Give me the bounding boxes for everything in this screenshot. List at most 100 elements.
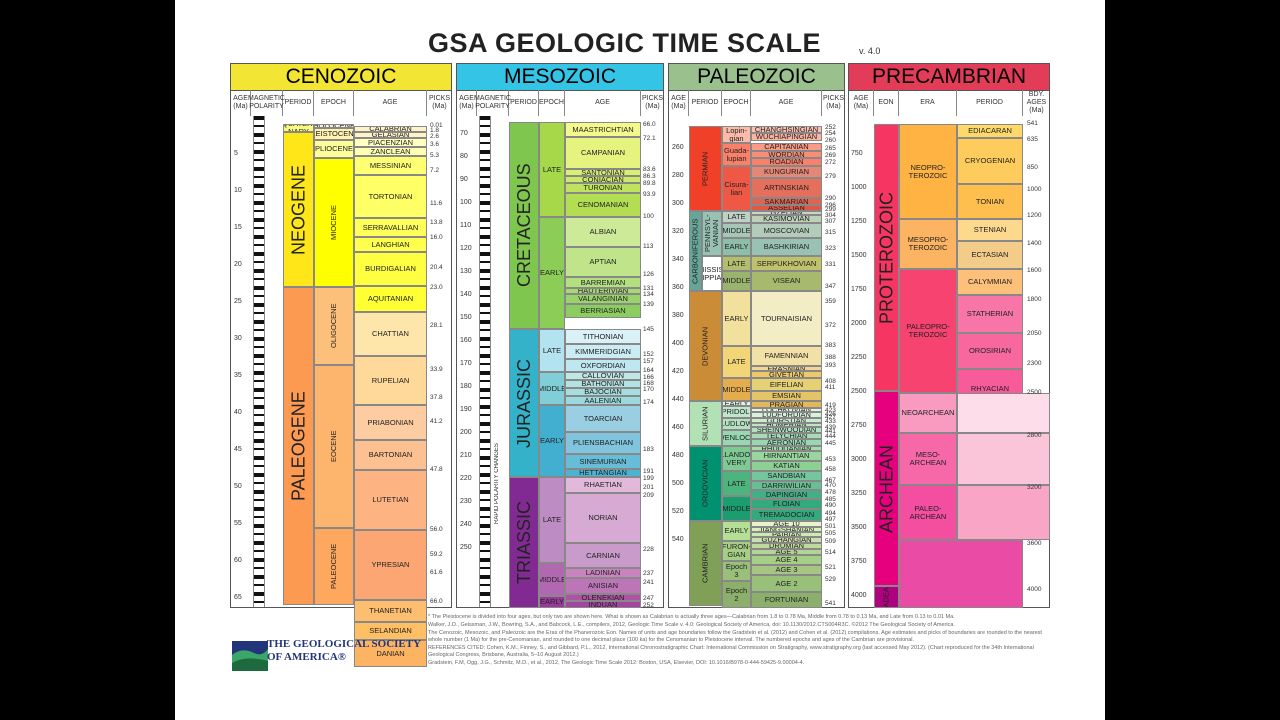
- boundary-pick: 485: [825, 496, 836, 503]
- stage-21: SINEMURIAN: [565, 454, 641, 469]
- stage-27: TELYCHIAN: [751, 433, 822, 439]
- boundary-pick: 11.6: [430, 200, 443, 207]
- age-tick-label: 15: [234, 224, 242, 231]
- stage-25: HOMERIAN: [751, 423, 822, 427]
- boundary-pick: 427: [825, 414, 836, 421]
- boundary-pick: 157: [643, 358, 654, 365]
- chart-page: GSA GEOLOGIC TIME SCALE v. 4.0 CENOZOIC …: [175, 0, 1105, 720]
- boundary-pick: 41.2: [430, 418, 443, 425]
- age-tick-label: 100: [460, 199, 472, 206]
- age-tick-label: 520: [672, 508, 684, 515]
- boundary-pick: 1800: [1027, 296, 1042, 303]
- boundary-pick: 16.0: [430, 234, 443, 241]
- boundary-pick: 100: [643, 213, 654, 220]
- age-tick-label: 380: [672, 312, 684, 319]
- stage-43: AGE 4: [751, 555, 822, 565]
- age-tick-label: 540: [672, 536, 684, 543]
- stage-2: SANTONIAN: [565, 169, 641, 176]
- epoch-7: MIDDLE: [722, 271, 751, 291]
- boundary-pick: 131: [643, 285, 654, 292]
- stage-7: APTIAN: [565, 247, 641, 277]
- age-tick-label: 420: [672, 368, 684, 375]
- boundary-pick: 2.6: [430, 133, 440, 140]
- col-stage-header: AGE: [565, 90, 641, 116]
- age-tick-label: 3250: [851, 490, 867, 497]
- stage-28: AERONIAN: [751, 439, 822, 446]
- stage-29: INDUAN: [565, 601, 641, 608]
- era-3: NEOARCHEAN: [899, 393, 957, 433]
- stage-10: KASIMOVIAN: [751, 215, 822, 223]
- stage-6: ARTINSKIAN: [751, 178, 822, 198]
- period-1: NEOGENE: [283, 132, 314, 287]
- col-era-header: ERA: [899, 90, 957, 116]
- epoch-10: MIDDLE: [722, 378, 751, 401]
- age-tick-label: 2500: [851, 388, 867, 395]
- boundary-pick: 514: [825, 549, 836, 556]
- boundary-pick: 529: [825, 576, 836, 583]
- stage-5: CENOMANIAN: [565, 193, 641, 217]
- stage-3: WORDIAN: [751, 151, 822, 158]
- age-tick-label: 110: [460, 222, 472, 229]
- age-tick-label: 120: [460, 245, 472, 252]
- stage-4: ROADIAN: [751, 158, 822, 166]
- stage-5: TORTONIAN: [354, 175, 427, 218]
- stage-3: ZANCLEAN: [354, 147, 427, 156]
- stage-11: BERRIASIAN: [565, 304, 641, 318]
- age-tick-label: 35: [234, 372, 242, 379]
- age-tick-label: 220: [460, 475, 472, 482]
- epoch-16: LATE: [722, 471, 751, 496]
- stage-19: EIFELIAN: [751, 378, 822, 391]
- stage-38: JIANGSHANIAN: [751, 527, 822, 532]
- stage-17: FRASNIAN: [751, 366, 822, 371]
- age-tick-label: 260: [672, 144, 684, 151]
- epoch-14: WENLOCK: [722, 430, 751, 446]
- cenozoic-column: CENOZOIC AGE (Ma) MAGNETIC POLARITY PERI…: [230, 63, 452, 667]
- age-tick-label: 1000: [851, 184, 867, 191]
- stage-15: CALLOVIAN: [565, 372, 641, 380]
- stage-37: AGE 10: [751, 521, 822, 527]
- boundary-pick: 228: [643, 546, 654, 553]
- age-tick-label: 90: [460, 176, 468, 183]
- stage-7: LANGHIAN: [354, 237, 427, 252]
- age-tick-label: 230: [460, 498, 472, 505]
- footnotes: * The Pleistocene is divided into four a…: [428, 614, 1048, 668]
- subperiod-1: MISSIS-SIPPIAN: [702, 256, 722, 291]
- stage-36: TREMADOCIAN: [751, 509, 822, 521]
- stage-13: KIMMERIDGIAN: [565, 344, 641, 359]
- boundary-pick: 1600: [1027, 267, 1042, 274]
- boundary-pick: 521: [825, 564, 836, 571]
- boundary-pick: 28.1: [430, 322, 443, 329]
- stage-9: GZELIAN: [751, 211, 822, 215]
- age-tick-label: 460: [672, 424, 684, 431]
- col-age-header: AGE (Ma): [849, 90, 874, 116]
- epoch-7: EARLY: [539, 596, 565, 608]
- stage-12: BASHKIRIAN: [751, 238, 822, 256]
- boundary-pick: 168: [643, 380, 654, 387]
- footnote: REFERENCES CITED: Cohen, K.M., Finney, S…: [428, 645, 1034, 658]
- stage-20: EMSIAN: [751, 391, 822, 401]
- boundary-pick: 850: [1027, 164, 1038, 171]
- boundary-pick: 134: [643, 291, 654, 298]
- age-tick-label: 200: [460, 429, 472, 436]
- boundary-pick: 7.2: [430, 167, 440, 174]
- stage-40: GUZHANGIAN: [751, 537, 822, 543]
- stage-0: CHANGHSINGIAN: [751, 126, 822, 133]
- epoch-20: Epoch 3: [722, 561, 751, 581]
- age-tick-label: 500: [672, 480, 684, 487]
- boundary-pick: 439: [825, 424, 836, 431]
- footnote: The Cenozoic, Mesozoic, and Paleozoic ar…: [428, 630, 1042, 643]
- polarity-note: RAPID POLARITY CHANGES: [494, 443, 500, 525]
- period-5: CAMBRIAN: [689, 521, 722, 606]
- stage-28: OLENEKIAN: [565, 594, 641, 601]
- stage-16: FAMENNIAN: [751, 346, 822, 366]
- boundary-pick: 56.0: [430, 526, 443, 533]
- col-epoch-header: EPOCH: [314, 90, 354, 116]
- stage-34: DAPINGIAN: [751, 490, 822, 499]
- boundary-pick: 89.8: [643, 180, 656, 187]
- period-4: ORDOVICIAN: [689, 446, 722, 521]
- boundary-pick: 1.8: [430, 127, 440, 134]
- stage-18: GIVETIAN: [751, 371, 822, 378]
- age-tick-label: 70: [460, 130, 468, 137]
- precambrian-column: PRECAMBRIAN AGE (Ma) EON ERA PERIOD BDY.…: [848, 63, 1050, 608]
- boundary-pick: 419: [825, 402, 836, 409]
